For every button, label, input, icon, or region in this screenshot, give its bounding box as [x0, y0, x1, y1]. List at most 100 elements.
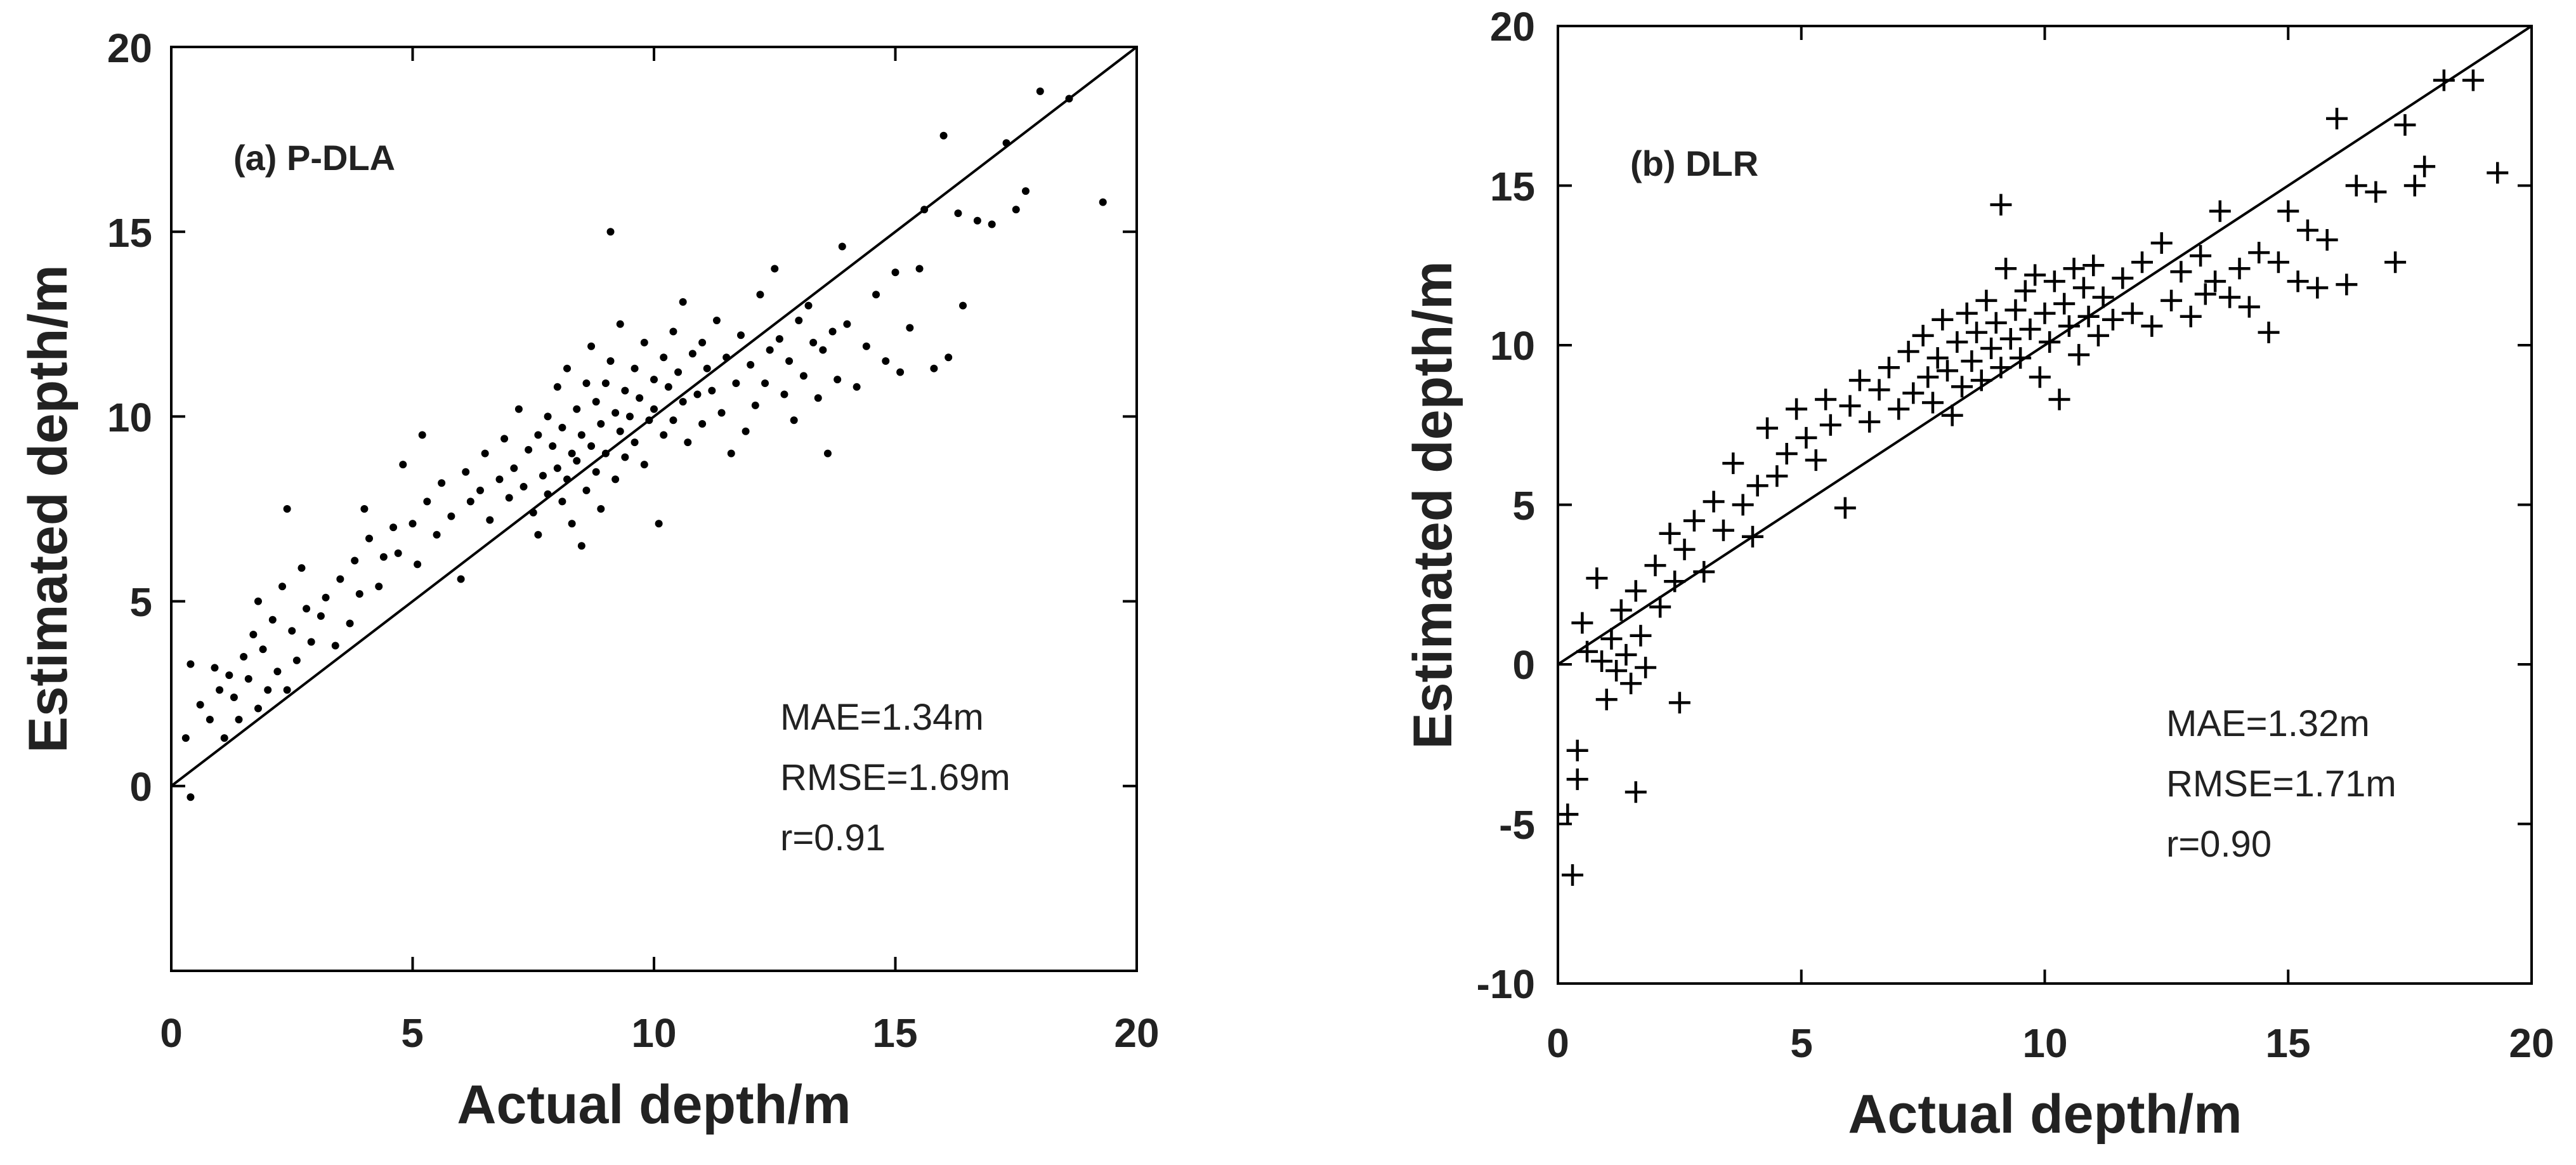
scatter-point	[278, 582, 287, 591]
scatter-point	[254, 704, 262, 713]
scatter-point	[766, 346, 774, 354]
scatter-point	[1859, 411, 1881, 433]
scatter-point	[664, 383, 672, 391]
y-tick-labels: -10 -5 0 5 10 15 20	[1477, 4, 1536, 1007]
scatter-point	[843, 320, 851, 328]
scatter-point	[592, 398, 600, 406]
scatter-point	[631, 438, 639, 447]
scatter-point	[2141, 315, 2163, 337]
x-tick-label: 20	[2509, 1020, 2554, 1066]
scatter-point	[625, 412, 634, 421]
scatter-point	[577, 542, 585, 550]
scatter-point	[211, 664, 219, 672]
scatter-point	[2190, 245, 2212, 267]
scatter-point	[2394, 114, 2416, 136]
x-tick-label: 10	[631, 1010, 676, 1056]
scatter-point	[303, 605, 311, 613]
scatter-points	[181, 87, 1107, 801]
scatter-point	[799, 372, 807, 380]
scatter-point	[756, 291, 764, 299]
scatter-point	[1775, 443, 1798, 465]
scatter-point	[544, 490, 552, 498]
y-tick-label: 20	[107, 25, 152, 71]
scatter-point	[500, 435, 509, 443]
y-tick-label: 10	[1490, 323, 1535, 369]
scatter-point	[722, 353, 731, 362]
scatter-point	[679, 398, 687, 406]
scatter-point	[1815, 388, 1837, 411]
scatter-point	[751, 401, 759, 409]
scatter-point	[828, 327, 837, 336]
scatter-point	[736, 331, 745, 339]
scatter-point	[631, 364, 639, 372]
scatter-point	[360, 505, 369, 513]
scatter-point	[2082, 254, 2105, 277]
scatter-point	[1625, 580, 1647, 602]
scatter-point	[2316, 229, 2338, 251]
panel-title: (b) DLR	[1630, 143, 1758, 183]
scatter-point	[2336, 273, 2358, 296]
scatter-point	[1912, 324, 1934, 346]
scatter-point	[712, 316, 721, 324]
scatter-point	[2004, 299, 2027, 321]
scatter-point	[336, 575, 344, 583]
scatter-point	[1591, 650, 1613, 672]
scatter-point	[399, 461, 407, 469]
scatter-point	[549, 442, 557, 450]
scatter-point	[1566, 768, 1588, 791]
scatter-point	[640, 338, 648, 346]
scatter-point	[669, 416, 677, 425]
scatter-point	[775, 335, 783, 343]
axes-frame	[170, 46, 1138, 972]
scatter-point	[896, 368, 905, 376]
tick-marks	[1557, 25, 2533, 985]
y-axis-label: Estimated depth/m	[1402, 261, 1463, 749]
scatter-point	[1946, 331, 1968, 353]
scatter-point	[2063, 258, 2085, 280]
y-tick-label: 20	[1490, 4, 1535, 49]
scatter-point	[539, 471, 547, 480]
scatter-point	[2287, 270, 2309, 293]
scatter-point	[606, 228, 615, 236]
scatter-point	[514, 405, 523, 413]
scatter-point	[1795, 426, 1817, 449]
scatter-point	[1002, 139, 1010, 147]
scatter-point	[186, 793, 195, 801]
scatter-point	[1848, 369, 1871, 392]
scatter-point	[2087, 324, 2109, 346]
x-axis-label: Actual depth/m	[1848, 1084, 2242, 1145]
x-tick-label: 0	[160, 1010, 183, 1056]
scatter-point	[2219, 286, 2241, 308]
scatter-point	[674, 368, 683, 376]
scatter-point	[573, 457, 581, 465]
scatter-point	[244, 675, 252, 683]
scatter-point	[872, 291, 880, 299]
scatter-point	[1917, 366, 1939, 388]
scatter-point	[703, 364, 711, 372]
scatter-point	[2462, 69, 2484, 91]
scatter-point	[568, 520, 576, 528]
scatter-point	[292, 656, 301, 664]
scatter-point	[2306, 277, 2329, 299]
scatter-point	[394, 549, 402, 557]
scatter-point	[1644, 555, 1666, 577]
scatter-point	[693, 390, 702, 398]
scatter-point	[2058, 315, 2080, 337]
scatter-point	[2048, 388, 2070, 411]
scatter-point	[655, 520, 663, 528]
x-tick-label: 20	[1114, 1010, 1159, 1056]
scatter-point	[2277, 200, 2299, 222]
scatter-point	[558, 423, 566, 431]
scatter-point	[1664, 570, 1686, 593]
scatter-point	[660, 431, 668, 439]
scatter-point	[1635, 657, 1657, 679]
scatter-point	[1975, 289, 1997, 312]
scatter-point	[1921, 392, 1944, 414]
scatter-point	[283, 505, 291, 513]
y-tick-labels: 0 5 10 15 20	[107, 25, 152, 810]
scatter-point	[592, 468, 600, 476]
x-axis-label: Actual depth/m	[457, 1074, 851, 1135]
scatter-point	[597, 420, 605, 428]
scatter-point	[616, 427, 624, 435]
scatter-point	[1595, 688, 1618, 711]
